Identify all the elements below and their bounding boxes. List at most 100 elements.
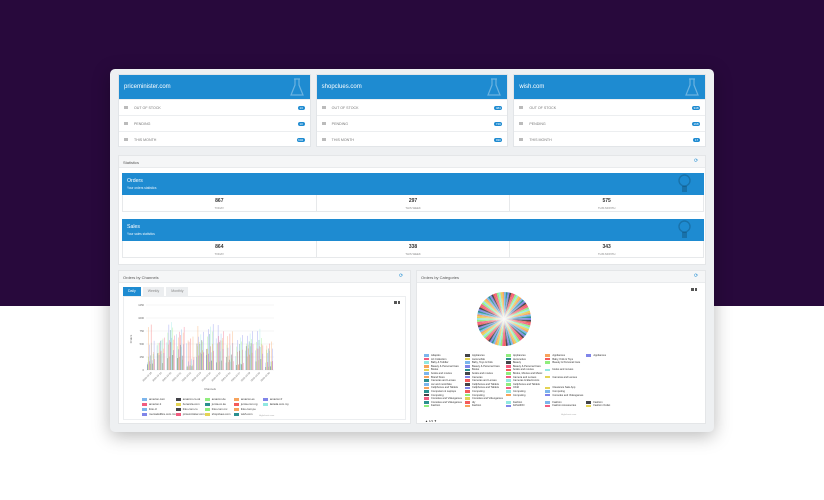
chart-credit[interactable]: Highcharts.com [561, 414, 577, 416]
legend-item[interactable]: amazon.es [233, 397, 263, 401]
tab-monthly[interactable]: Monthly [166, 287, 189, 296]
legend-item[interactable]: Fashion [424, 404, 462, 407]
refresh-icon[interactable]: ⟳ [399, 273, 404, 279]
legend-item[interactable]: Cameras [464, 376, 503, 379]
legend-item[interactable]: FASHION [505, 404, 542, 407]
legend-item[interactable]: Appliances [586, 354, 610, 357]
legend-item[interactable]: Baby & Toddler [424, 361, 462, 364]
chart-menu-icon[interactable] [691, 288, 697, 291]
legend-item[interactable]: Computing [464, 394, 503, 397]
legend-item[interactable]: jumia.com.ng [233, 402, 263, 406]
legend-item[interactable]: Baby, Toys & Kids [464, 361, 503, 364]
card-row-pending[interactable]: PENDING 10 [119, 115, 310, 131]
refresh-icon[interactable]: ⟳ [694, 158, 699, 164]
legend-item[interactable]: Consoles and Videogames [424, 397, 462, 400]
legend-item[interactable]: linio.com.pe [233, 407, 263, 411]
legend-item[interactable]: books and movies [505, 368, 542, 371]
card-row-this-month[interactable]: THIS MONTH 930 [316, 131, 508, 147]
legend-item[interactable]: Cameras and Lenses [424, 379, 462, 382]
legend-item[interactable]: amazon.fr [262, 397, 292, 401]
legend-item[interactable]: Appliances [545, 354, 583, 357]
legend-item[interactable]: Consoles and Videogames [464, 397, 503, 400]
legend-item[interactable]: Cameras & Electronics [505, 379, 542, 382]
legend-item[interactable]: Beauty & Personal Care [545, 361, 583, 364]
legend-item[interactable]: mercadolibre.com.mx [142, 412, 176, 416]
svg-text:2020-10-26: 2020-10-26 [221, 371, 232, 382]
legend-item[interactable]: linio.com.co [175, 407, 205, 411]
refresh-icon[interactable]: ⟳ [694, 273, 699, 279]
legend-item[interactable]: Beauty & Personal Care [464, 365, 503, 368]
legend-item[interactable]: Adaptés [424, 354, 462, 357]
card-row-pending[interactable]: PENDING 168 [514, 115, 706, 131]
legend-item[interactable]: Computing [545, 390, 583, 393]
legend-item[interactable]: car and motorbike [424, 383, 462, 386]
legend-item[interactable]: Appliances [505, 354, 542, 357]
legend-item[interactable]: linio.cl [142, 407, 176, 411]
legend-item[interactable]: Fashion Accessories [545, 404, 583, 407]
legend-item[interactable]: books and movies [464, 372, 503, 375]
legend-item[interactable]: priceminister.com [175, 412, 205, 416]
legend-item[interactable]: jumia.co.ke [204, 402, 234, 406]
legend-item[interactable]: amazon.co.uk [175, 397, 205, 401]
tab-daily[interactable]: Daily [123, 287, 141, 296]
legend-item[interactable]: Fashion Outlet [586, 404, 610, 407]
channels-legend: amazon.com amazon.co.uk amazon.de amazon.es… [142, 397, 292, 416]
card-row-this-month[interactable]: THIS MONTH 17 [514, 131, 706, 147]
legend-item [586, 390, 610, 393]
legend-item[interactable]: Fashion [464, 404, 503, 407]
legend-item[interactable]: Cellphones and Tablets [505, 383, 542, 386]
card-row-out-of-stock[interactable]: OUT OF STOCK 484 [316, 99, 508, 115]
legend-item[interactable]: books and movies [424, 372, 462, 375]
legend-item[interactable]: Computing [505, 394, 542, 397]
legend-item[interactable]: linio.com.mx [204, 407, 234, 411]
legend-item[interactable]: Computing [464, 390, 503, 393]
card-row-out-of-stock[interactable]: OUT OF STOCK 13 [119, 99, 310, 115]
legend-item[interactable]: Camera and Lenses [505, 376, 542, 379]
legend-item[interactable]: Automobile [464, 358, 503, 361]
legend-item[interactable]: books and movies [545, 368, 583, 371]
legend-item[interactable]: Beauty [505, 361, 542, 364]
legend-item[interactable]: Baby, Kids & Toys [545, 358, 583, 361]
legend-item[interactable]: Beauty & Personal Care [505, 365, 542, 368]
tab-weekly[interactable]: Weekly [142, 287, 165, 296]
legend-item[interactable]: Computing [505, 390, 542, 393]
flask-icon [289, 78, 304, 96]
legend-item[interactable]: Automotive [505, 358, 542, 361]
legend-item[interactable]: Cameras and Lenses [545, 376, 583, 379]
legend-item[interactable]: lazada.com.my [262, 402, 292, 406]
legend-item[interactable]: diy [464, 401, 503, 404]
legend-item[interactable]: Computers & Laptops [424, 390, 462, 393]
legend-item[interactable]: bonanza.com [175, 402, 205, 406]
legend-item[interactable]: Consoles and Videogames [424, 401, 462, 404]
legend-item[interactable]: Brand Store [424, 376, 462, 379]
legend-item[interactable]: amazon.it [142, 402, 176, 406]
legend-item[interactable]: Cellphones and Tablets [464, 386, 503, 389]
legend-item[interactable]: Art Collection [424, 358, 462, 361]
legend-item[interactable]: wish.com [233, 412, 263, 416]
legend-item[interactable]: amazon.com [142, 397, 176, 401]
legend-item[interactable]: Clearance Sale App [545, 386, 583, 389]
legend-item[interactable]: Computing [424, 394, 462, 397]
legend-item[interactable]: Appliances [464, 354, 503, 357]
legend-item[interactable]: shopclues.com [204, 412, 234, 416]
legend-pager[interactable]: ▲ 1/3 ▼ [425, 419, 437, 423]
legend-item[interactable]: Consoles and Videogames [545, 394, 583, 397]
legend-item[interactable]: Cameras and Lenses [464, 379, 503, 382]
chart-credit[interactable]: Highcharts.com [259, 415, 275, 417]
card-row-pending[interactable]: PENDING 749 [316, 115, 508, 131]
legend-item[interactable]: Cellphones and Tablets [464, 383, 503, 386]
card-row-out-of-stock[interactable]: OUT OF STOCK 348 [514, 99, 706, 115]
chart-menu-icon[interactable] [394, 301, 400, 304]
legend-item[interactable]: Fashion [586, 401, 610, 404]
legend-item[interactable]: Child [505, 386, 542, 389]
legend-item[interactable]: Cellphones and Tablets [424, 386, 462, 389]
legend-item[interactable]: amazon.de [204, 397, 234, 401]
legend-item[interactable]: Fashion [505, 401, 542, 404]
legend-item[interactable]: Beauty & Personal Care [424, 365, 462, 368]
legend-item[interactable]: Books [424, 368, 462, 371]
legend-item[interactable]: Books, Movies and Music [505, 372, 542, 375]
legend-item[interactable]: Fashion [545, 401, 583, 404]
card-row-this-month[interactable]: THIS MONTH 602 [119, 131, 310, 147]
legend-item[interactable]: Books [464, 368, 503, 371]
